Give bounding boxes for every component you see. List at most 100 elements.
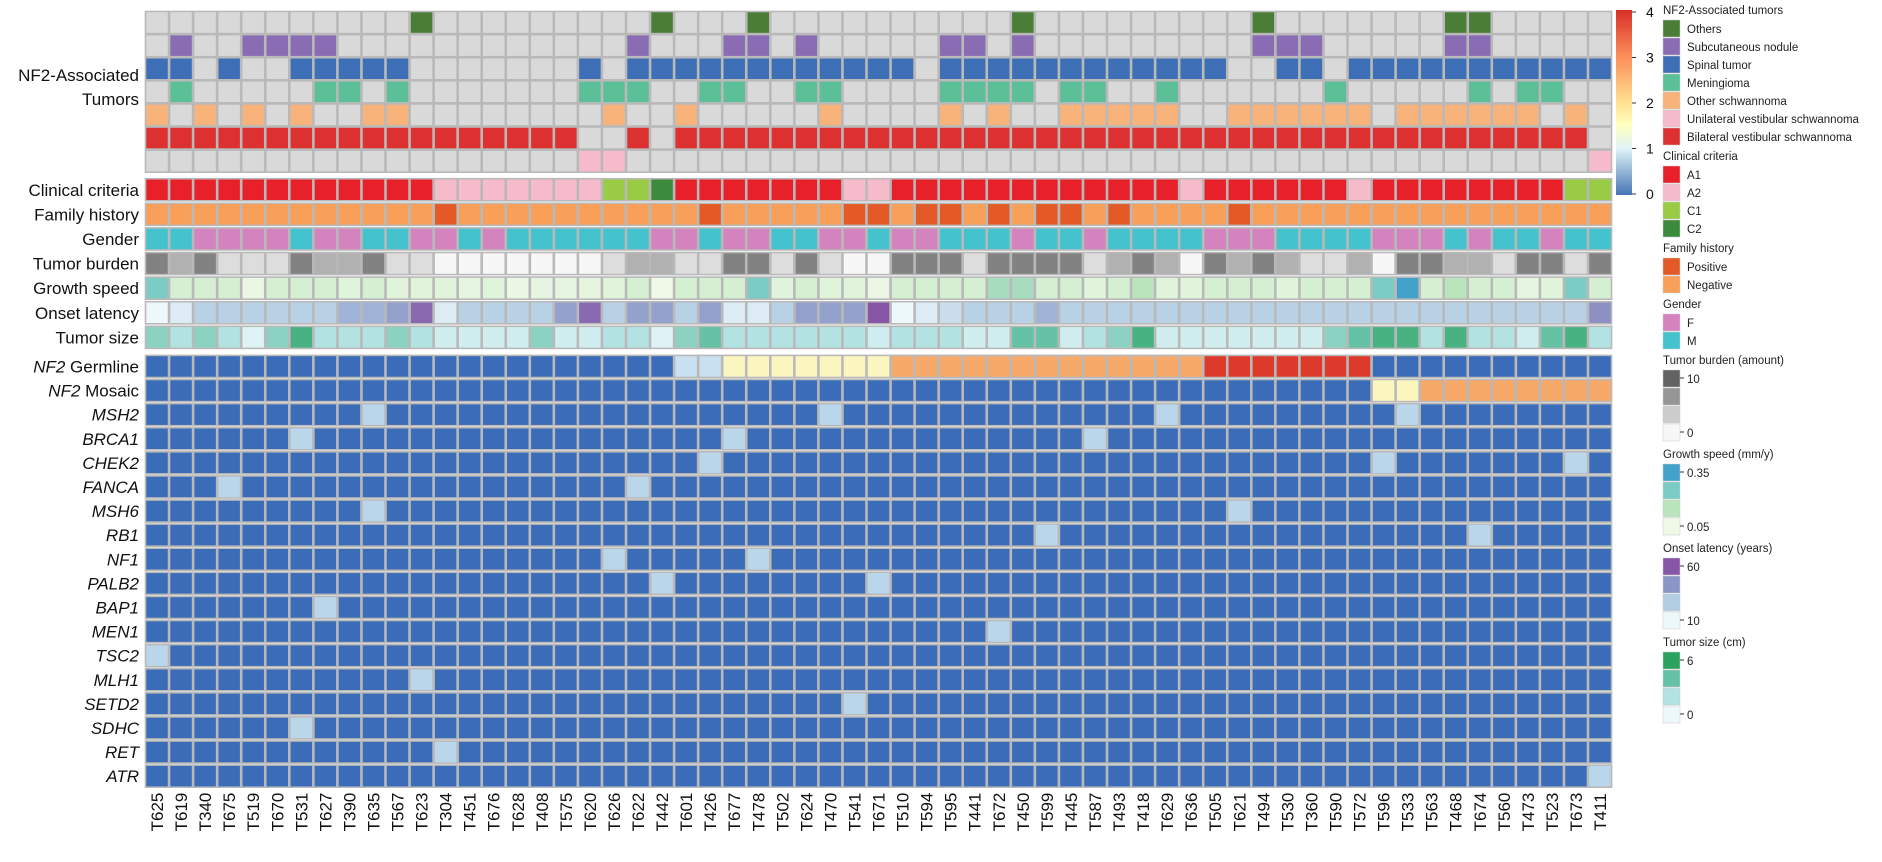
row-label-mutation-17-gene: ATR [105, 767, 139, 786]
mutation-cell [649, 378, 675, 403]
annotation-cell [794, 325, 819, 350]
mutation-cell [1082, 667, 1108, 692]
annotation-cell [842, 276, 867, 301]
legend-swatch [1662, 91, 1681, 110]
mutation-cell [1226, 619, 1252, 644]
annotation-cell [385, 202, 410, 227]
mutation-cell [1034, 619, 1060, 644]
mutation-cell [264, 740, 290, 764]
mutation-cell [1058, 475, 1084, 499]
annotation-cell [673, 325, 699, 350]
mutation-cell [409, 378, 434, 403]
annotation-cell [601, 276, 627, 301]
mutation-cell [721, 426, 747, 451]
mutation-cell [1202, 450, 1228, 475]
nf2-cell [433, 33, 458, 58]
sample-label: T442 [653, 793, 672, 832]
annotation-cell [1419, 300, 1445, 325]
nf2-cell [361, 149, 386, 174]
annotation-cell [144, 177, 170, 202]
mutation-cell [1275, 716, 1300, 740]
mutation-cell [649, 450, 675, 475]
mutation-cell [288, 378, 314, 403]
mutation-cell [288, 571, 314, 596]
mutation-cell [1515, 764, 1541, 788]
annotation-cell [1467, 202, 1493, 227]
mutation-cell [1178, 475, 1204, 499]
sample-label: T601 [677, 793, 696, 832]
mutation-cell [264, 716, 290, 740]
mutation-cell [697, 691, 723, 716]
annotation-cell [986, 227, 1012, 251]
annotation-cell [433, 300, 458, 325]
mutation-cell [986, 716, 1012, 740]
mutation-cell [1010, 402, 1036, 427]
mutation-cell [529, 764, 555, 788]
annotation-cell [192, 251, 218, 276]
mutation-cell [769, 354, 795, 379]
annotation-cell [697, 202, 723, 227]
mutation-cell [505, 595, 531, 620]
annotation-cell [1034, 251, 1060, 276]
annotation-cell [1202, 276, 1228, 301]
mutation-cell [1491, 523, 1517, 547]
nf2-cell [1419, 103, 1445, 127]
mutation-cell [1178, 691, 1204, 716]
mutation-cell [1034, 571, 1060, 596]
annotation-cell [1178, 177, 1204, 202]
mutation-cell [1106, 499, 1132, 523]
mutation-cell [313, 667, 338, 692]
nf2-cell [1154, 33, 1180, 58]
annotation-cell [1395, 177, 1420, 202]
annotation-cell [192, 227, 218, 251]
annotation-cell [938, 325, 964, 350]
mutation-cell [1371, 716, 1396, 740]
mutation-cell [1587, 716, 1613, 740]
annotation-cell [818, 227, 843, 251]
mutation-cell [673, 667, 699, 692]
nf2-cell [529, 10, 555, 35]
annotation-cell [457, 325, 482, 350]
mutation-cell [1395, 426, 1420, 451]
annotation-cell [1323, 276, 1348, 301]
nf2-cell [433, 126, 458, 150]
mutation-cell [1539, 499, 1565, 523]
mutation-cell [625, 716, 651, 740]
mutation-cell [1010, 426, 1036, 451]
mutation-cell [1539, 716, 1565, 740]
mutation-cell [962, 643, 988, 668]
mutation-cell [1106, 619, 1132, 644]
sample-label: T599 [1038, 793, 1057, 832]
mutation-cell [697, 740, 723, 764]
mutation-cell [721, 378, 747, 403]
annotation-cell [769, 325, 795, 350]
nf2-cell [842, 149, 867, 174]
mutation-cell [1491, 426, 1517, 451]
mutation-cell [818, 595, 843, 620]
mutation-cell [1371, 475, 1396, 499]
nf2-cell [1299, 126, 1324, 150]
mutation-cell [1154, 354, 1180, 379]
annotation-cell [1130, 276, 1156, 301]
mutation-cell [1539, 643, 1565, 668]
annotation-cell [1226, 251, 1252, 276]
nf2-cell [264, 103, 290, 127]
mutation-cell [745, 716, 771, 740]
nf2-cell [1395, 80, 1420, 104]
annotation-cell [914, 177, 939, 202]
nf2-cell [1347, 10, 1372, 35]
mutation-cell [313, 571, 338, 596]
mutation-cell [938, 475, 964, 499]
nf2-cell [433, 10, 458, 35]
mutation-cell [409, 450, 434, 475]
mutation-cell [625, 475, 651, 499]
nf2-cell [1587, 149, 1613, 174]
mutation-cell [240, 402, 266, 427]
mutation-cell [601, 740, 627, 764]
mutation-cell [842, 571, 867, 596]
mutation-cell [962, 475, 988, 499]
nf2-cell [1467, 149, 1493, 174]
mutation-cell [769, 716, 795, 740]
nf2-cell [481, 126, 507, 150]
annotation-cell [1299, 276, 1324, 301]
